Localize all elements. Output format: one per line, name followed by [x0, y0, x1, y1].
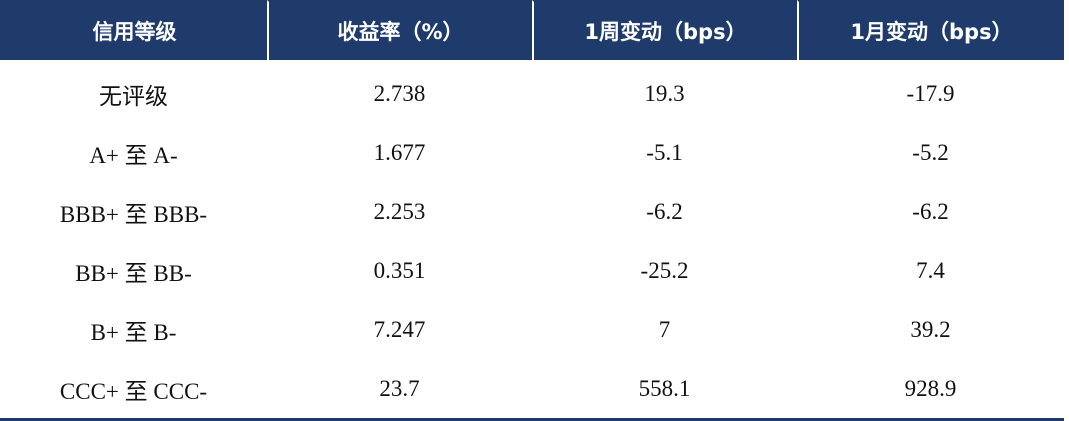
cell-credit-grade: CCC+ 至 CCC- [0, 359, 267, 421]
cell-week-change: 19.3 [644, 80, 685, 106]
table-row: BB+ 至 BB- 0.351 -25.2 7.4 [0, 241, 1064, 300]
header-yield: 收益率（%） [267, 0, 532, 60]
cell-yield: 0.351 [373, 257, 426, 283]
cell-month-change: 928.9 [797, 359, 1064, 421]
cell-month-change: -6.2 [912, 198, 949, 224]
cell-week-change: -6.2 [646, 198, 683, 224]
cell-yield: 1.677 [373, 139, 426, 165]
cell-credit-grade: 无评级 [99, 83, 168, 109]
table-header: 信用等级 收益率（%） 1周变动（bps） 1月变动（bps） [0, 0, 1064, 60]
header-week-change: 1周变动（bps） [532, 0, 797, 60]
header-row: 信用等级 收益率（%） 1周变动（bps） 1月变动（bps） [0, 0, 1064, 60]
table-body: 无评级 2.738 19.3 -17.9 A+ 至 A- 1.677 -5.1 … [0, 60, 1064, 421]
table-row: A+ 至 A- 1.677 -5.1 -5.2 [0, 123, 1064, 182]
cell-week-change: -25.2 [640, 257, 689, 283]
cell-yield: 23.7 [267, 359, 532, 421]
cell-yield: 2.253 [373, 198, 426, 224]
cell-credit-grade: B+ 至 B- [90, 319, 177, 345]
cell-week-change: 558.1 [532, 359, 797, 421]
cell-month-change: -5.2 [912, 139, 949, 165]
cell-credit-grade: A+ 至 A- [89, 142, 178, 168]
header-month-change: 1月变动（bps） [797, 0, 1064, 60]
table-row: 无评级 2.738 19.3 -17.9 [0, 60, 1064, 123]
cell-month-change: -17.9 [906, 80, 955, 106]
table-row: B+ 至 B- 7.247 7 39.2 [0, 300, 1064, 359]
cell-week-change: 7 [658, 316, 671, 342]
table-row: CCC+ 至 CCC- 23.7 558.1 928.9 [0, 359, 1064, 421]
cell-yield: 2.738 [373, 80, 426, 106]
cell-credit-grade: BBB+ 至 BBB- [59, 201, 208, 227]
table-row: BBB+ 至 BBB- 2.253 -6.2 -6.2 [0, 182, 1064, 241]
cell-yield: 7.247 [373, 316, 426, 342]
cell-credit-grade: BB+ 至 BB- [75, 260, 192, 286]
cell-month-change: 7.4 [916, 257, 945, 283]
header-credit-grade: 信用等级 [0, 0, 267, 60]
cell-week-change: -5.1 [646, 139, 683, 165]
cell-month-change: 39.2 [910, 316, 951, 342]
